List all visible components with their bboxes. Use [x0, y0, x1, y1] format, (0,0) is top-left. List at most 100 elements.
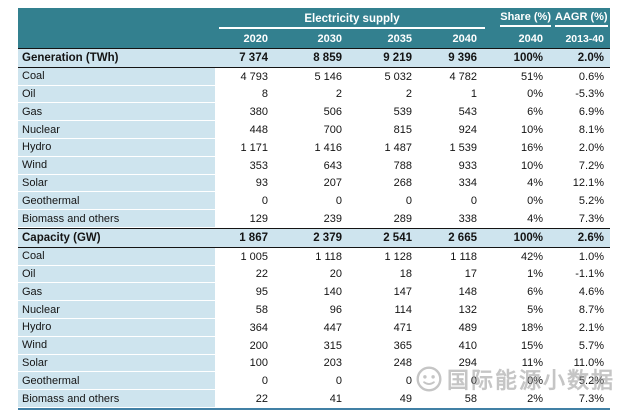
cell-year-2: 788	[354, 156, 424, 175]
cell-share: 10%	[489, 121, 555, 139]
cell-year-0: 448	[215, 121, 280, 139]
cell-year-0: 7 374	[215, 49, 280, 67]
row-label: Generation (TWh)	[18, 49, 215, 67]
cell-year-3: 9 396	[424, 49, 489, 67]
cell-aagr: 2.6%	[555, 228, 610, 247]
cell-share: 4%	[489, 174, 555, 193]
cell-year-3: 410	[424, 336, 489, 355]
table-row: Wind 353 643 788 933 10% 7.2%	[18, 156, 610, 175]
cell-year-1: 96	[280, 301, 354, 319]
cell-year-0: 0	[215, 192, 280, 211]
row-label: Nuclear	[18, 301, 215, 319]
header-col-aagr-2013-40: 2013-40	[565, 32, 604, 45]
header-col-share-2040: 2040	[518, 32, 543, 45]
cell-year-3: 148	[424, 283, 489, 302]
cell-aagr: 6.9%	[555, 103, 610, 122]
cell-year-0: 200	[215, 336, 280, 355]
cell-share: 51%	[489, 67, 555, 86]
cell-aagr: 2.0%	[555, 49, 610, 67]
cell-aagr: 5.2%	[555, 372, 610, 391]
cell-year-1: 447	[280, 318, 354, 337]
cell-year-3: 0	[424, 372, 489, 391]
row-label: Wind	[18, 156, 215, 175]
cell-year-1: 5 146	[280, 67, 354, 86]
cell-year-0: 364	[215, 318, 280, 337]
row-label: Nuclear	[18, 121, 215, 139]
cell-year-3: 2 665	[424, 228, 489, 247]
header-col-2020: 2020	[243, 32, 268, 45]
cell-share: 0%	[489, 192, 555, 211]
cell-year-3: 1 539	[424, 138, 489, 157]
cell-aagr: 2.1%	[555, 318, 610, 337]
cell-year-1: 1 118	[280, 247, 354, 266]
cell-year-2: 0	[354, 192, 424, 211]
cell-year-3: 58	[424, 390, 489, 408]
cell-year-0: 8	[215, 85, 280, 104]
row-label: Coal	[18, 67, 215, 86]
cell-aagr: 8.7%	[555, 301, 610, 319]
cell-year-0: 1 171	[215, 138, 280, 157]
cell-share: 6%	[489, 103, 555, 122]
section-row: Generation (TWh) 7 374 8 859 9 219 9 396 100%…	[18, 48, 610, 68]
cell-year-2: 49	[354, 390, 424, 408]
cell-share: 100%	[489, 49, 555, 67]
cell-share: 18%	[489, 318, 555, 337]
cell-share: 0%	[489, 372, 555, 391]
cell-year-3: 338	[424, 210, 489, 228]
cell-aagr: -1.1%	[555, 265, 610, 284]
cell-year-3: 294	[424, 354, 489, 373]
cell-year-2: 248	[354, 354, 424, 373]
cell-year-2: 2 541	[354, 228, 424, 247]
cell-year-1: 2 379	[280, 228, 354, 247]
cell-year-0: 1 867	[215, 228, 280, 247]
cell-aagr: 2.0%	[555, 138, 610, 157]
table-row: Hydro 1 171 1 416 1 487 1 539 16% 2.0%	[18, 138, 610, 157]
cell-year-1: 20	[280, 265, 354, 284]
cell-year-0: 58	[215, 301, 280, 319]
table-header: Electricity supply Share (%) AAGR (%) 20…	[18, 8, 610, 48]
cell-year-3: 543	[424, 103, 489, 122]
cell-year-2: 0	[354, 372, 424, 391]
cell-share: 42%	[489, 247, 555, 266]
section-row: Capacity (GW) 1 867 2 379 2 541 2 665 100% 2.6…	[18, 227, 610, 248]
cell-year-2: 268	[354, 174, 424, 193]
row-label: Gas	[18, 283, 215, 302]
cell-year-1: 8 859	[280, 49, 354, 67]
row-label: Oil	[18, 85, 215, 104]
cell-year-2: 539	[354, 103, 424, 122]
cell-year-2: 114	[354, 301, 424, 319]
cell-year-0: 0	[215, 372, 280, 391]
table-row: Geothermal 0 0 0 0 0% 5.2%	[18, 192, 610, 211]
table-row: Gas 95 140 147 148 6% 4.6%	[18, 283, 610, 302]
cell-year-0: 353	[215, 156, 280, 175]
cell-year-1: 643	[280, 156, 354, 175]
cell-year-1: 2	[280, 85, 354, 104]
row-label: Oil	[18, 265, 215, 284]
table-body: Generation (TWh) 7 374 8 859 9 219 9 396 100%…	[18, 48, 610, 408]
table-row: Gas 380 506 539 543 6% 6.9%	[18, 103, 610, 122]
header-group-share-label: Share (%)	[500, 11, 551, 27]
table-row: Nuclear 58 96 114 132 5% 8.7%	[18, 301, 610, 319]
cell-year-0: 22	[215, 265, 280, 284]
cell-year-1: 506	[280, 103, 354, 122]
cell-year-0: 93	[215, 174, 280, 193]
row-label: Capacity (GW)	[18, 228, 215, 247]
header-group-share: Share (%)	[489, 11, 551, 29]
cell-aagr: -5.3%	[555, 85, 610, 104]
cell-aagr: 5.2%	[555, 192, 610, 211]
table-row: Hydro 364 447 471 489 18% 2.1%	[18, 318, 610, 337]
cell-year-3: 489	[424, 318, 489, 337]
header-group-aagr: AAGR (%)	[555, 11, 608, 29]
cell-year-2: 365	[354, 336, 424, 355]
cell-aagr: 7.2%	[555, 156, 610, 175]
row-label: Biomass and others	[18, 210, 215, 228]
cell-year-2: 1 487	[354, 138, 424, 157]
table-row: Oil 8 2 2 1 0% -5.3%	[18, 85, 610, 104]
table-row: Coal 1 005 1 118 1 128 1 118 42% 1.0%	[18, 247, 610, 266]
row-label: Wind	[18, 336, 215, 355]
cell-share: 11%	[489, 354, 555, 373]
cell-year-0: 1 005	[215, 247, 280, 266]
cell-aagr: 5.7%	[555, 336, 610, 355]
cell-year-3: 1 118	[424, 247, 489, 266]
cell-year-2: 1 128	[354, 247, 424, 266]
